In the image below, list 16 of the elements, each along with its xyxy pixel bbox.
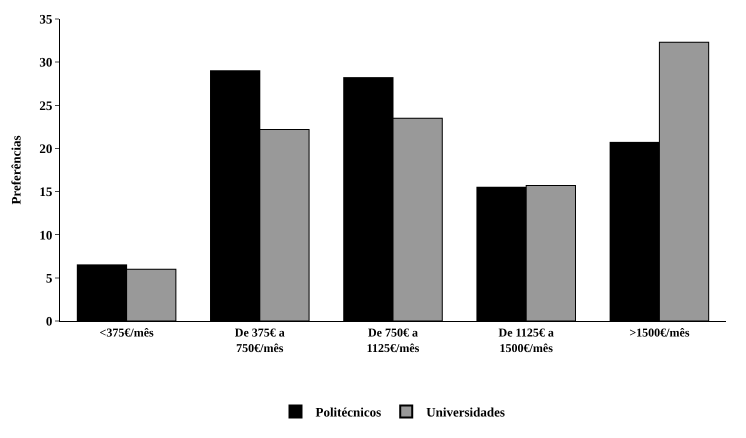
y-tick-label: 30: [39, 54, 52, 70]
y-axis-title: Preferências: [8, 135, 24, 205]
legend-label: Universidades: [426, 404, 505, 420]
y-tick-label: 35: [39, 12, 53, 27]
y-tick-label: 20: [39, 140, 52, 156]
legend-label: Politécnicos: [316, 404, 382, 420]
y-tick-label: 10: [39, 227, 52, 242]
x-tick-label: De 1125€ a 1500€/mês: [498, 325, 554, 355]
y-tick-label: 0: [46, 314, 52, 329]
x-tick-label: De 750€ a 1125€/mês: [366, 325, 420, 355]
x-tick-label: <375€/mês: [100, 325, 154, 340]
y-tick-label: 15: [39, 184, 53, 200]
x-tick-label: De 375€ a 750€/mês: [234, 325, 285, 355]
x-tick-label: >1500€/mês: [629, 325, 690, 340]
y-tick-label: 25: [39, 98, 53, 113]
y-tick-label: 5: [46, 270, 53, 286]
